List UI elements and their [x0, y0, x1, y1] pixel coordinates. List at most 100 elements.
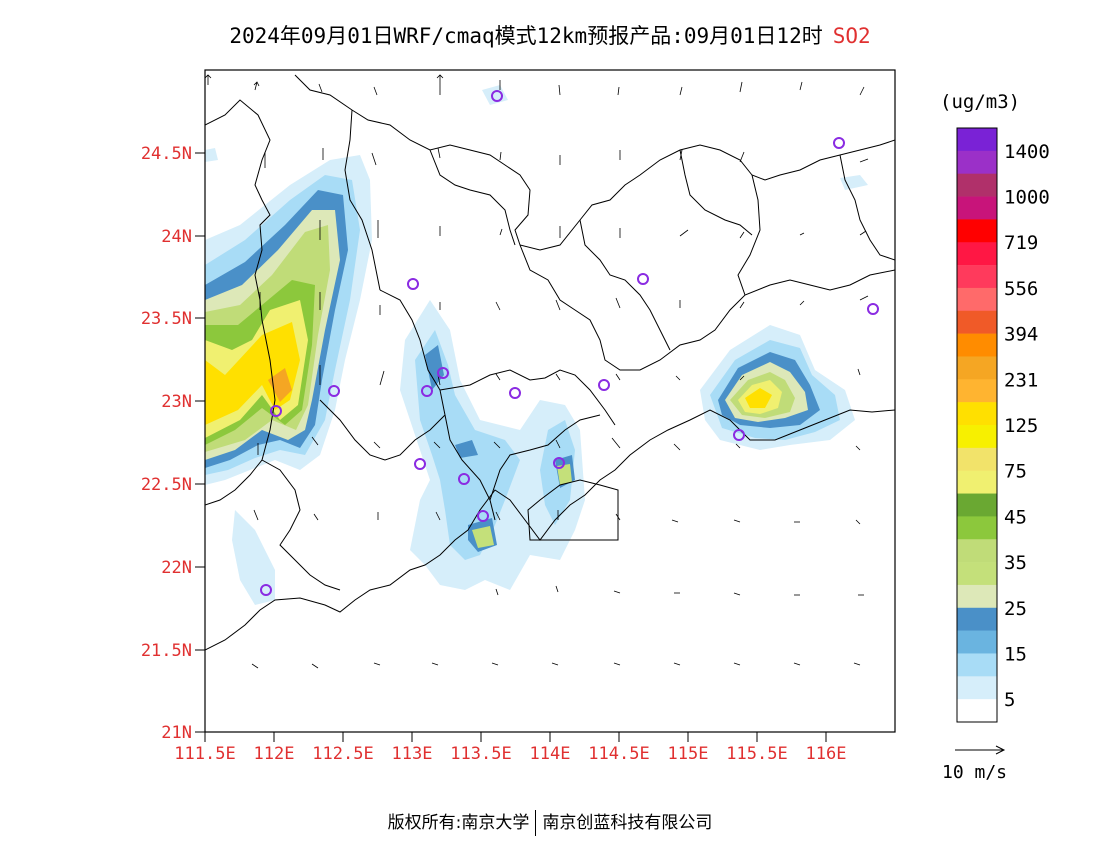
- legend-color-box: [957, 242, 997, 266]
- district-12: [839, 154, 895, 261]
- legend-color-box: [957, 150, 997, 174]
- legend: (ug/m3) 14001000719556394231125754535251…: [940, 91, 1050, 783]
- patch-north-1: [482, 85, 508, 105]
- lat-tick-label: 23.5N: [141, 309, 192, 329]
- lon-tick-label: 114.5E: [588, 744, 649, 764]
- plume-prd-35: [472, 464, 572, 548]
- district-10: [429, 149, 516, 246]
- wind-scale-arrowhead: [995, 745, 1006, 755]
- lon-tick-label: 113E: [392, 744, 433, 764]
- station-marker: [637, 273, 649, 285]
- legend-color-box: [957, 699, 997, 723]
- legend-color-box: [957, 539, 997, 563]
- legend-color-box: [957, 516, 997, 540]
- map-title: 2024年09月01日WRF/cmaq模式12km预报产品:09月01日12时 S…: [0, 20, 1100, 50]
- legend-color-box: [957, 607, 997, 631]
- lon-tick-label: 116E: [806, 744, 847, 764]
- legend-color-box: [957, 402, 997, 426]
- legend-color-box: [957, 265, 997, 289]
- lat-axis: 24.5N 24N 23.5N 23N 22.5N 22N 21.5N 21N: [141, 144, 205, 743]
- station-marker: [437, 367, 449, 379]
- legend-color-box: [957, 333, 997, 357]
- title-pollutant: SO2: [832, 24, 871, 48]
- legend-color-box: [957, 425, 997, 449]
- patch-sw: [232, 510, 275, 605]
- legend-level-label: 5: [1004, 689, 1015, 711]
- lat-tick-label: 21N: [161, 723, 192, 743]
- legend-color-box: [957, 584, 997, 609]
- station-marker: [598, 379, 610, 391]
- legend-labels: 1400 1000 719 556 394 231 125 75 45 35 25 15 5: [1004, 141, 1050, 711]
- legend-colorbar: [957, 128, 997, 723]
- patch-ne: [840, 175, 868, 190]
- legend-color-box: [957, 196, 997, 220]
- station-marker: [477, 510, 489, 522]
- legend-level-label: 35: [1004, 552, 1027, 574]
- legend-level-label: 1400: [1004, 141, 1050, 163]
- lon-tick-label: 111.5E: [174, 744, 235, 764]
- station-marker: [260, 584, 272, 596]
- lon-tick-label: 112E: [254, 744, 295, 764]
- lon-axis: 111.5E 112E 112.5E 113E 113.5E 114E 114.…: [174, 732, 846, 764]
- lon-tick-label: 112.5E: [312, 744, 373, 764]
- legend-level-label: 25: [1004, 598, 1027, 620]
- legend-color-box: [957, 653, 997, 677]
- legend-color-box: [957, 562, 997, 586]
- legend-color-box: [957, 470, 997, 494]
- title-main: 2024年09月01日WRF/cmaq模式12km预报产品:09月01日12时: [229, 24, 823, 48]
- wind-scale-label: 10 m/s: [942, 762, 1007, 783]
- legend-color-box: [957, 379, 997, 403]
- district-11: [679, 149, 753, 236]
- lon-tick-label: 115E: [668, 744, 709, 764]
- plume-west-231: [268, 368, 292, 402]
- plume-east-125: [745, 388, 772, 408]
- footer-right: 南京创蓝科技有限公司: [542, 813, 713, 833]
- station-marker: [867, 303, 879, 315]
- legend-color-box: [957, 630, 997, 654]
- station-marker: [458, 473, 470, 485]
- district-5: [439, 369, 616, 426]
- station-markers: [260, 90, 879, 596]
- legend-level-label: 125: [1004, 415, 1038, 437]
- district-8: [489, 414, 601, 501]
- district-6: [319, 399, 446, 461]
- legend-color-box: [957, 310, 997, 334]
- station-marker: [833, 137, 845, 149]
- legend-frame: [956, 127, 998, 723]
- legend-level-label: 719: [1004, 232, 1038, 254]
- station-marker: [270, 405, 282, 417]
- footer-left: 版权所有:南京大学: [387, 813, 530, 833]
- legend-level-label: 45: [1004, 506, 1027, 528]
- legend-color-box: [957, 173, 997, 197]
- lat-tick-label: 22N: [161, 558, 192, 578]
- station-marker: [509, 387, 521, 399]
- district-2: [519, 244, 895, 371]
- legend-level-label: 15: [1004, 643, 1027, 665]
- lat-tick-label: 22.5N: [141, 475, 192, 495]
- station-marker: [414, 458, 426, 470]
- patch-nw: [205, 148, 218, 162]
- lat-tick-label: 21.5N: [141, 641, 192, 661]
- province-boundary-west: [205, 99, 276, 506]
- lat-tick-label: 24N: [161, 227, 192, 247]
- footer: 版权所有:南京大学 南京创蓝科技有限公司: [0, 808, 1100, 836]
- district-9: [344, 109, 381, 291]
- station-marker: [553, 457, 565, 469]
- footer-divider: [535, 810, 537, 836]
- legend-level-label: 394: [1004, 324, 1038, 346]
- province-boundary-north: [294, 74, 895, 251]
- concentration-field: [205, 74, 895, 669]
- legend-color-box: [957, 493, 997, 517]
- lon-tick-label: 114E: [530, 744, 571, 764]
- lon-tick-label: 113.5E: [450, 744, 511, 764]
- boundaries: [205, 74, 895, 651]
- station-marker: [421, 385, 433, 397]
- district-1: [379, 289, 496, 521]
- lat-tick-label: 24.5N: [141, 144, 192, 164]
- district-4: [737, 174, 761, 296]
- station-marker: [407, 278, 419, 290]
- lat-tick-label: 23N: [161, 392, 192, 412]
- plume-prd-25: [425, 345, 575, 552]
- legend-unit: (ug/m3): [940, 91, 1020, 113]
